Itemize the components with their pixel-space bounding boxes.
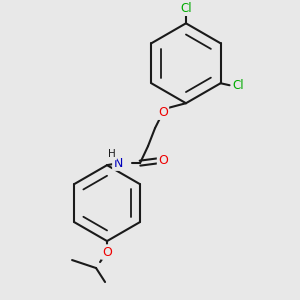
- Text: O: O: [158, 106, 168, 119]
- Text: Cl: Cl: [180, 2, 192, 15]
- Text: Cl: Cl: [233, 79, 244, 92]
- Text: N: N: [113, 157, 123, 170]
- Text: O: O: [158, 154, 168, 167]
- Text: H: H: [108, 149, 116, 159]
- Text: O: O: [102, 246, 112, 259]
